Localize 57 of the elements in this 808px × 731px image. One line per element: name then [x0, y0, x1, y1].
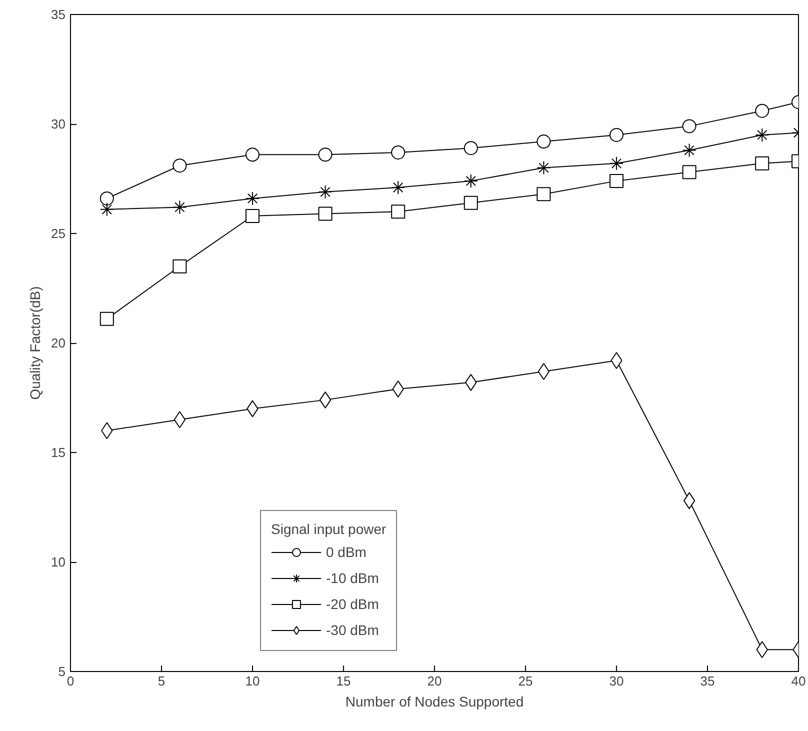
- point: [682, 143, 696, 158]
- point: [538, 362, 550, 380]
- point: [755, 104, 770, 118]
- x-tick-label: 15: [336, 674, 351, 688]
- point: [464, 141, 478, 156]
- y-axis-title: Quality Factor(dB): [27, 286, 44, 400]
- x-tick-label: 10: [245, 674, 260, 688]
- point: [246, 208, 260, 223]
- x-tick-label: 30: [609, 674, 624, 688]
- legend-label: -30 dBm: [326, 622, 379, 638]
- point: [391, 180, 406, 195]
- y-tick-label: 35: [51, 7, 66, 22]
- y-tick-label: 10: [51, 554, 66, 570]
- point: [172, 158, 187, 173]
- x-axis-title: Number of Nodes Supported: [345, 694, 524, 710]
- x-tick-label: 35: [700, 674, 715, 688]
- x-tick-label: 40: [791, 674, 806, 688]
- legend-label: 0 dBm: [326, 544, 366, 560]
- point: [610, 128, 624, 142]
- point: [464, 174, 478, 188]
- x-tick-label: 20: [427, 674, 442, 688]
- point: [536, 134, 551, 149]
- y-tick-label: 15: [51, 445, 66, 460]
- y-tick-label: 5: [58, 664, 66, 679]
- point: [682, 119, 696, 134]
- y-tick-label: 25: [51, 226, 66, 241]
- point: [100, 191, 114, 206]
- point: [682, 165, 696, 180]
- y-tick-label: 30: [51, 116, 66, 132]
- point: [683, 492, 696, 510]
- point: [318, 184, 332, 199]
- legend-label: -10 dBm: [326, 570, 379, 586]
- point: [172, 259, 187, 274]
- point: [755, 128, 770, 142]
- point: [246, 191, 260, 206]
- point: [100, 202, 114, 216]
- point: [610, 156, 624, 170]
- x-tick-label: 25: [518, 674, 533, 688]
- point: [318, 206, 332, 221]
- point: [319, 391, 332, 408]
- point: [391, 145, 406, 160]
- point: [318, 148, 332, 162]
- y-tick-label: 20: [51, 336, 66, 350]
- x-tick-label: 0: [66, 674, 74, 688]
- point: [174, 411, 186, 428]
- point: [172, 200, 187, 214]
- point: [536, 160, 551, 175]
- point: [100, 312, 114, 326]
- point: [610, 174, 624, 188]
- legend-title: Signal input power: [271, 521, 386, 537]
- point: [246, 148, 260, 162]
- point: [536, 187, 551, 202]
- x-tick-label: 5: [158, 674, 166, 688]
- legend-label: -20 dBm: [326, 596, 379, 612]
- point: [755, 156, 770, 170]
- point: [391, 204, 406, 219]
- point: [464, 196, 478, 210]
